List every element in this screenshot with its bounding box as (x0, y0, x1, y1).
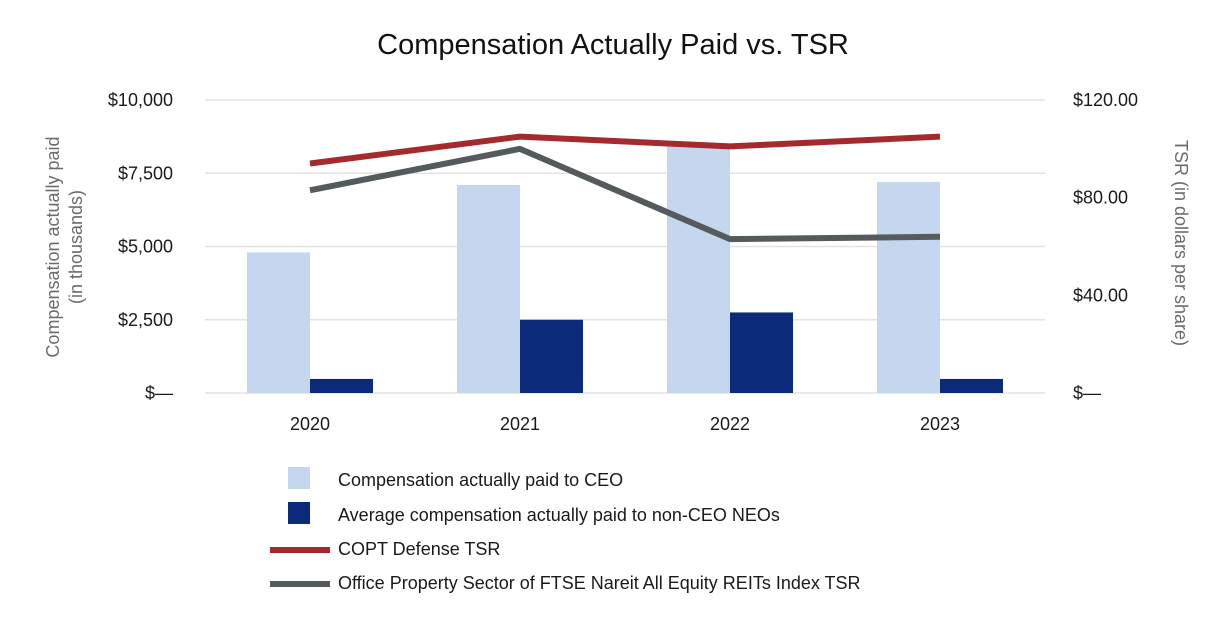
legend-swatch-ceo (288, 467, 310, 489)
x-tick-label: 2022 (710, 414, 750, 434)
bar-neo (310, 378, 373, 393)
y-right-tick-label: $80.00 (1073, 188, 1128, 208)
bar-ceo (877, 182, 940, 393)
y-right-tick-label: $— (1073, 383, 1101, 403)
y-left-tick-label: $— (145, 383, 173, 403)
lines (309, 133, 941, 243)
y-right-axis-title: TSR (in dollars per share) (1171, 140, 1191, 346)
y-left-axis-title-line1: Compensation actually paid (43, 136, 63, 357)
legend-label-ceo: Compensation actually paid to CEO (338, 470, 623, 490)
bar-ceo (667, 143, 730, 393)
y-left-tick-labels: $— $2,500 $5,000 $7,500 $10,000 (108, 90, 173, 403)
y-left-tick-label: $7,500 (118, 163, 173, 183)
bar-ceo (457, 184, 520, 393)
bar-neo (940, 378, 1003, 393)
y-right-tick-label: $40.00 (1073, 285, 1128, 305)
x-tick-label: 2023 (920, 414, 960, 434)
bar-neo (730, 312, 793, 393)
y-left-tick-label: $2,500 (118, 310, 173, 330)
line-nareit-tsr (309, 145, 941, 243)
x-tick-label: 2021 (500, 414, 540, 434)
bars (247, 143, 1003, 393)
line-copt-tsr (309, 133, 941, 167)
y-right-tick-labels: $— $40.00 $80.00 $120.00 (1073, 90, 1138, 403)
y-left-tick-label: $5,000 (118, 237, 173, 257)
y-left-tick-label: $10,000 (108, 90, 173, 110)
legend-label-copt: COPT Defense TSR (338, 539, 500, 559)
chart-title: Compensation Actually Paid vs. TSR (377, 29, 849, 61)
x-tick-labels: 2020 2021 2022 2023 (290, 414, 960, 434)
bar-ceo (247, 252, 310, 393)
x-tick-label: 2020 (290, 414, 330, 434)
legend-label-nareit: Office Property Sector of FTSE Nareit Al… (338, 573, 861, 593)
y-right-tick-label: $120.00 (1073, 90, 1138, 110)
y-left-axis-title-line2: (in thousands) (66, 190, 86, 304)
legend-swatch-neo (288, 502, 310, 524)
legend-label-neo: Average compensation actually paid to no… (338, 505, 780, 525)
bar-neo (520, 319, 583, 393)
legend: Compensation actually paid to CEO Averag… (270, 467, 861, 593)
